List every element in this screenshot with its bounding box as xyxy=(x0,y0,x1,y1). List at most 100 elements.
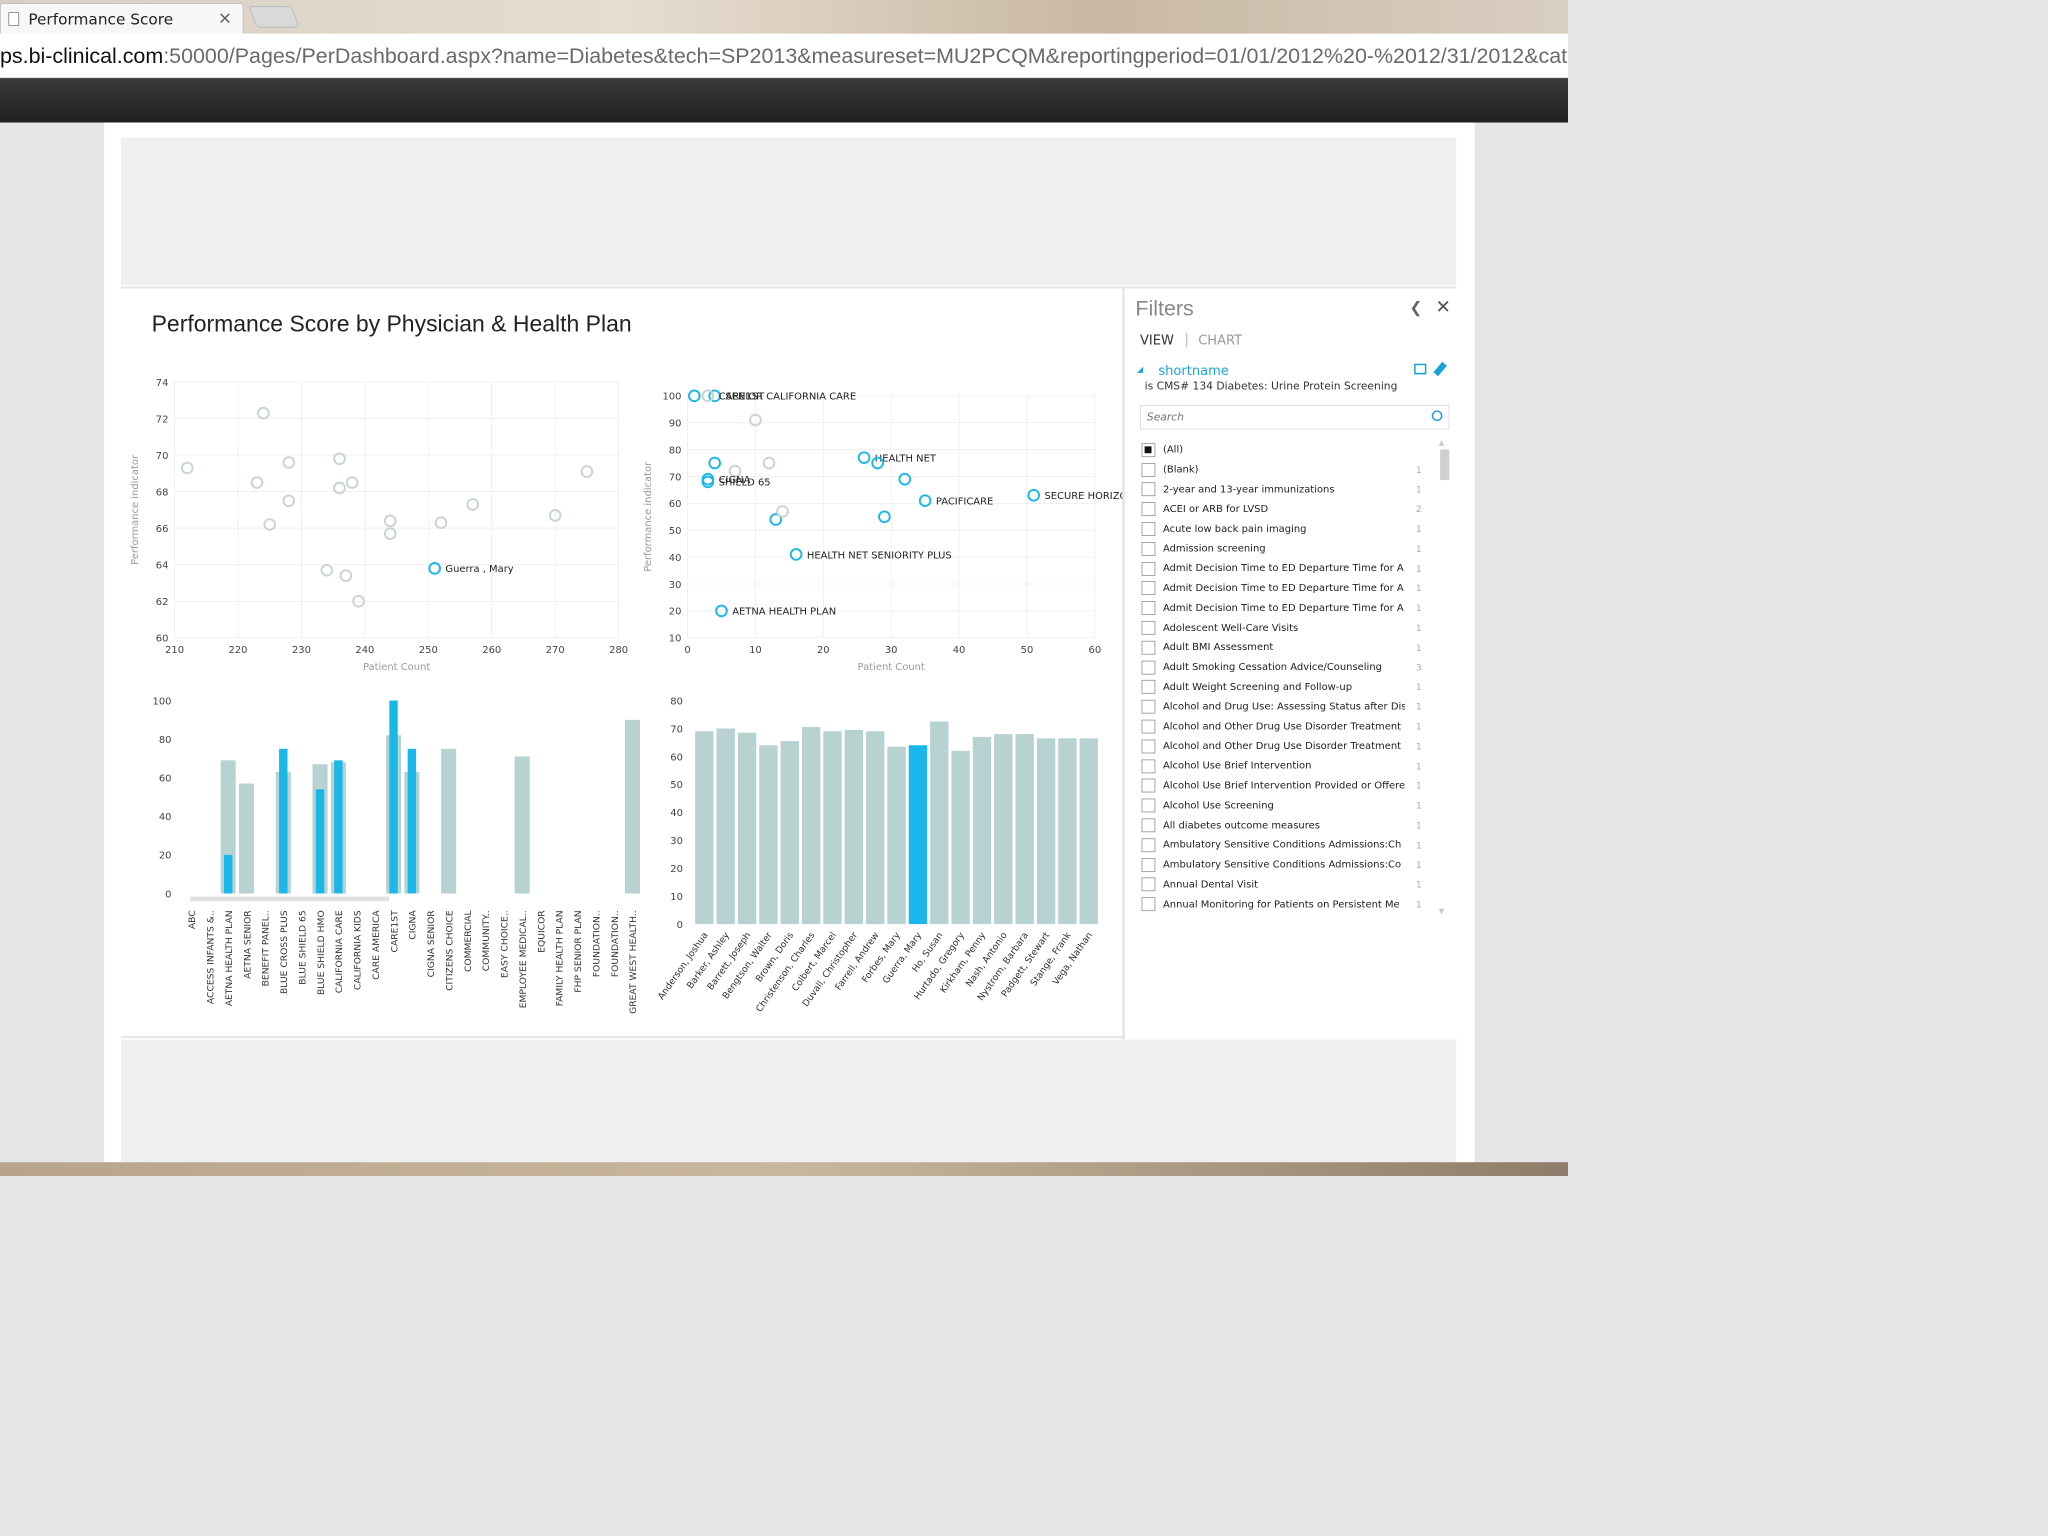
x-tick-label: AETNA SENIOR xyxy=(242,910,253,979)
filter-search-box[interactable] xyxy=(1140,405,1450,430)
filter-item[interactable]: All diabetes outcome measures 1 xyxy=(1141,815,1441,835)
scrollbar-thumb[interactable] xyxy=(1440,449,1450,481)
report-area: Performance Score by Physician & Health … xyxy=(120,286,1457,1041)
tab-close-icon[interactable]: × xyxy=(217,9,232,29)
address-bar[interactable]: ps.bi-clinical.com:50000/Pages/PerDashbo… xyxy=(0,33,1568,79)
filter-checkbox[interactable] xyxy=(1141,581,1156,596)
filter-item[interactable]: Annual Dental Visit 1 xyxy=(1141,875,1441,895)
filter-item[interactable]: Adult Smoking Cessation Advice/Counselin… xyxy=(1141,657,1441,677)
filter-checkbox[interactable] xyxy=(1141,818,1156,833)
filter-checkbox[interactable] xyxy=(1141,857,1156,872)
filter-item[interactable]: Admit Decision Time to ED Departure Time… xyxy=(1141,598,1441,618)
y-tick-label: 80 xyxy=(159,735,172,746)
point-label: CARE1ST xyxy=(719,392,766,403)
filter-checkbox[interactable] xyxy=(1141,699,1156,714)
tab-view[interactable]: VIEW xyxy=(1140,333,1174,349)
filter-checkbox[interactable] xyxy=(1141,462,1156,477)
filter-checkbox[interactable] xyxy=(1141,759,1156,774)
filter-checkbox[interactable] xyxy=(1141,541,1156,556)
x-tick-label: 50 xyxy=(1021,645,1034,656)
x-tick-label: 260 xyxy=(482,645,501,656)
filter-item[interactable]: 2-year and 13-year immunizations 1 xyxy=(1141,480,1441,500)
footer-area xyxy=(120,1039,1457,1164)
url-host: ps.bi-clinical.com xyxy=(0,43,164,67)
data-point-highlighted xyxy=(871,456,884,470)
filter-item[interactable]: Adult BMI Assessment 1 xyxy=(1141,638,1441,658)
x-tick-label: EASY CHOICE.. xyxy=(500,910,511,978)
y-tick-label: 90 xyxy=(669,419,682,430)
new-tab-button[interactable] xyxy=(248,6,300,28)
filter-item[interactable]: Admission screening 1 xyxy=(1141,539,1441,559)
filter-checkbox[interactable] xyxy=(1141,620,1156,635)
filter-item[interactable]: Alcohol Use Brief Intervention 1 xyxy=(1141,756,1441,776)
filter-checkbox[interactable] xyxy=(1141,739,1156,754)
filter-checkbox[interactable] xyxy=(1141,522,1156,536)
filter-item-label: Alcohol and Other Drug Use Disorder Trea… xyxy=(1162,740,1402,753)
search-icon[interactable] xyxy=(1431,410,1443,422)
filter-checkbox[interactable] xyxy=(1141,660,1156,675)
filter-item[interactable]: Admit Decision Time to ED Departure Time… xyxy=(1141,559,1441,579)
filter-item-label: Adult BMI Assessment xyxy=(1162,641,1274,654)
filter-item[interactable]: (All) xyxy=(1141,440,1441,460)
collapse-triangle-icon[interactable] xyxy=(1136,366,1144,373)
data-point xyxy=(180,461,194,475)
filter-item[interactable]: Alcohol and Drug Use: Assessing Status a… xyxy=(1141,697,1441,717)
filter-item[interactable]: Annual Monitoring for Patients on Persis… xyxy=(1141,895,1441,915)
filter-item[interactable]: Adult Weight Screening and Follow-up 1 xyxy=(1141,677,1441,697)
x-tick-label: BENEFIT PANEL.. xyxy=(261,910,272,986)
filter-item[interactable]: ACEI or ARB for LVSD 2 xyxy=(1141,499,1441,519)
filter-checkbox[interactable] xyxy=(1141,877,1156,892)
filter-checkbox[interactable] xyxy=(1141,897,1156,912)
filter-item[interactable]: Alcohol Use Brief Intervention Provided … xyxy=(1141,776,1441,796)
report-title: Performance Score by Physician & Health … xyxy=(151,311,632,337)
filter-item[interactable]: Alcohol Use Screening 1 xyxy=(1141,796,1441,816)
filter-checkbox[interactable] xyxy=(1141,680,1156,695)
data-point xyxy=(383,514,397,528)
y-tick-label: 80 xyxy=(670,696,683,707)
filter-item-count: 1 xyxy=(1415,721,1422,732)
filter-item[interactable]: Ambulatory Sensitive Conditions Admissio… xyxy=(1141,835,1441,855)
filter-checkbox[interactable] xyxy=(1141,778,1156,793)
filter-checkbox[interactable] xyxy=(1141,719,1156,734)
y-tick-label: 60 xyxy=(670,752,683,763)
x-tick-label: BLUE SHIELD 65 xyxy=(297,910,308,985)
close-icon[interactable]: ✕ xyxy=(1435,296,1451,318)
y-tick-label: 40 xyxy=(670,808,683,819)
data-point xyxy=(749,413,762,427)
filter-item[interactable]: Alcohol and Other Drug Use Disorder Trea… xyxy=(1141,717,1441,737)
scroll-down-icon[interactable]: ▼ xyxy=(1438,907,1445,916)
document-icon xyxy=(8,11,20,26)
filter-checkbox[interactable] xyxy=(1141,443,1156,457)
x-tick-label: 30 xyxy=(885,645,898,656)
filter-checkbox[interactable] xyxy=(1141,601,1156,616)
filter-item-count: 1 xyxy=(1415,622,1422,634)
eraser-icon[interactable] xyxy=(1433,361,1447,377)
filter-field-name[interactable]: shortname xyxy=(1158,363,1229,379)
scroll-up-icon[interactable]: ▲ xyxy=(1438,438,1445,448)
search-input[interactable] xyxy=(1140,405,1449,429)
filter-checkbox[interactable] xyxy=(1141,502,1156,517)
chevron-left-icon[interactable]: ❮ xyxy=(1409,297,1423,317)
filter-item[interactable]: Ambulatory Sensitive Conditions Admissio… xyxy=(1141,855,1441,875)
filter-item[interactable]: (Blank) 1 xyxy=(1141,460,1441,480)
filter-item-count: 1 xyxy=(1415,741,1422,752)
filter-checkbox[interactable] xyxy=(1141,561,1156,576)
filter-checkbox[interactable] xyxy=(1141,838,1156,853)
x-tick-label: CIGNA xyxy=(408,910,419,940)
browser-tab[interactable]: Performance Score × xyxy=(0,3,244,34)
x-tick-label: 280 xyxy=(609,645,628,656)
page: Performance Score by Physician & Health … xyxy=(104,122,1475,1164)
filter-item[interactable]: Admit Decision Time to ED Departure Time… xyxy=(1141,578,1441,598)
url-text: ps.bi-clinical.com:50000/Pages/PerDashbo… xyxy=(0,43,1567,68)
filter-checkbox[interactable] xyxy=(1141,482,1156,497)
filter-checkbox[interactable] xyxy=(1141,640,1156,655)
filter-checkbox[interactable] xyxy=(1141,798,1156,813)
x-tick-label: 210 xyxy=(165,645,184,656)
data-point xyxy=(728,464,742,478)
filter-item[interactable]: Alcohol and Other Drug Use Disorder Trea… xyxy=(1141,736,1441,756)
tab-chart[interactable]: CHART xyxy=(1198,333,1243,349)
filter-item-count: 1 xyxy=(1415,839,1422,851)
filter-item[interactable]: Adolescent Well-Care Visits 1 xyxy=(1141,618,1441,638)
filter-item[interactable]: Acute low back pain imaging 1 xyxy=(1141,519,1441,539)
advanced-filter-icon[interactable] xyxy=(1414,363,1427,375)
